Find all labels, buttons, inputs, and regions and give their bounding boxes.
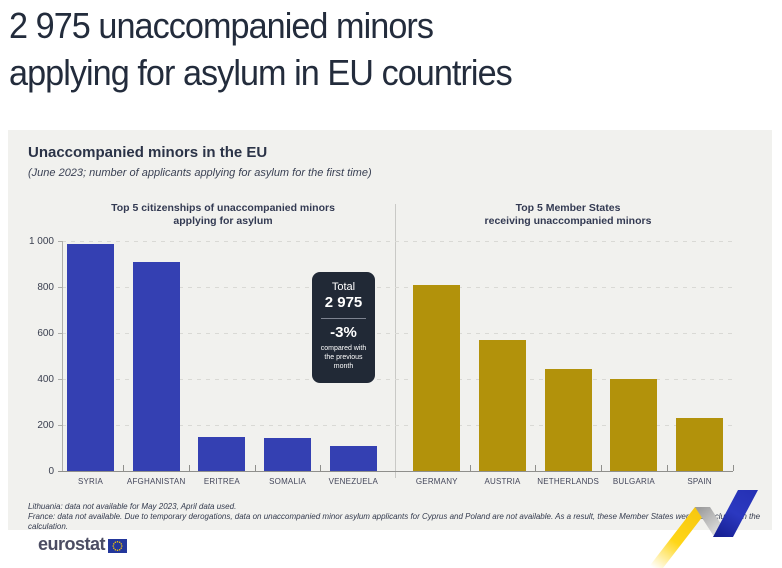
- x-axis-category-label: NETHERLANDS: [537, 477, 600, 486]
- right-group-title: Top 5 Member States receiving unaccompan…: [413, 202, 723, 227]
- y-gridline: [62, 379, 733, 380]
- x-axis-tick-mark: [666, 465, 668, 471]
- bar: [544, 368, 592, 471]
- eu-flag-icon: [108, 538, 128, 553]
- chart-subtitle: (June 2023; number of applicants applyin…: [28, 167, 372, 179]
- y-axis-tick-label: 1 000: [28, 235, 54, 247]
- x-axis-line: [58, 471, 733, 472]
- bar-chart-plot: 1 000 800 600 400 200 0 SYRIA AFGHANISTAN ERITRE…: [8, 130, 772, 530]
- chart-panel: Unaccompanied minors in the EU (June 202…: [8, 130, 772, 532]
- footnote-line: France: data not available. Due to tempo…: [28, 512, 761, 531]
- x-axis-tick-mark: [254, 465, 256, 471]
- y-axis-tick-mark: [58, 241, 62, 242]
- x-axis-category-label: GERMANY: [415, 477, 458, 486]
- x-axis-tick-mark: [123, 465, 125, 471]
- bar: [67, 244, 114, 471]
- x-axis-tick-mark: [601, 465, 603, 471]
- page-title-line1: 2 975 unaccompanied minors: [9, 5, 434, 46]
- footnotes: Lithuania: data not available for May 20…: [28, 502, 772, 532]
- eurostat-logo-text: eurostat: [38, 534, 106, 554]
- group-title-line: Top 5 Member States: [515, 202, 621, 214]
- page-title-line2: applying for asylum in EU countries: [9, 52, 513, 93]
- x-axis-category-label: SYRIA: [77, 477, 103, 486]
- x-axis-tick-mark: [189, 465, 191, 471]
- total-badge-change: -3%: [330, 324, 357, 341]
- x-axis-category-label: VENEZUELA: [328, 477, 378, 486]
- eurostat-ribbon-logo: [648, 490, 758, 568]
- group-title-line: applying for asylum: [173, 214, 273, 227]
- total-badge: Total 2 975 -3% compared with the previo…: [312, 272, 375, 383]
- group-title-line: receiving unaccompanied minors: [484, 214, 652, 227]
- x-axis-tick-mark: [320, 465, 322, 471]
- bar: [676, 418, 724, 471]
- total-badge-change-note: compared with the previous month: [320, 345, 367, 370]
- y-axis-tick-label: 800: [37, 281, 54, 293]
- x-axis-category-label: ERITREA: [203, 477, 240, 486]
- x-axis-category-label: SOMALIA: [269, 477, 307, 486]
- y-axis-tick-label: 400: [37, 373, 54, 385]
- total-badge-label: Total: [331, 281, 356, 293]
- total-badge-value: 2 975: [324, 294, 363, 311]
- bar: [413, 284, 461, 471]
- x-axis-category-label: BULGARIA: [612, 477, 655, 486]
- x-axis-tick-mark: [535, 465, 537, 471]
- bar: [329, 445, 377, 471]
- y-axis-tick-mark: [58, 287, 62, 288]
- page-title: 2 975 unaccompanied minors applying for …: [9, 2, 513, 96]
- group-divider-line: [395, 204, 396, 478]
- y-axis-tick-mark: [58, 379, 62, 380]
- x-axis-end-tick: [733, 465, 734, 471]
- bar: [610, 379, 658, 471]
- ribbon-blue-stroke: [713, 490, 758, 537]
- y-axis-line: [62, 241, 63, 471]
- y-gridline: [62, 287, 733, 288]
- bar: [198, 436, 246, 471]
- x-axis-tick-mark: [469, 465, 471, 471]
- y-axis-tick-label: 200: [37, 419, 54, 431]
- y-gridline: [62, 333, 733, 334]
- y-axis-tick-mark: [58, 333, 62, 334]
- left-group-title: Top 5 citizenships of unaccompanied mino…: [68, 202, 378, 227]
- y-gridline: [62, 425, 733, 426]
- y-axis-tick-label: 600: [37, 327, 54, 339]
- bar: [132, 261, 180, 471]
- total-badge-divider: [321, 318, 366, 319]
- y-gridline: [62, 241, 733, 242]
- chart-title: Unaccompanied minors in the EU: [28, 144, 268, 161]
- bar: [479, 339, 526, 471]
- footnote-line: Lithuania: data not available for May 20…: [28, 502, 237, 511]
- group-title-line: Top 5 citizenships of unaccompanied mino…: [111, 202, 335, 214]
- y-axis-tick-mark: [58, 425, 62, 426]
- x-axis-category-label: AFGHANISTAN: [126, 477, 186, 486]
- x-axis-category-label: AUSTRIA: [484, 477, 521, 486]
- y-axis-tick-label: 0: [48, 465, 54, 477]
- bar: [264, 437, 312, 471]
- x-axis-category-label: SPAIN: [687, 477, 712, 486]
- eurostat-logo: eurostat: [38, 534, 128, 555]
- ribbon-yellow-stroke: [648, 507, 710, 568]
